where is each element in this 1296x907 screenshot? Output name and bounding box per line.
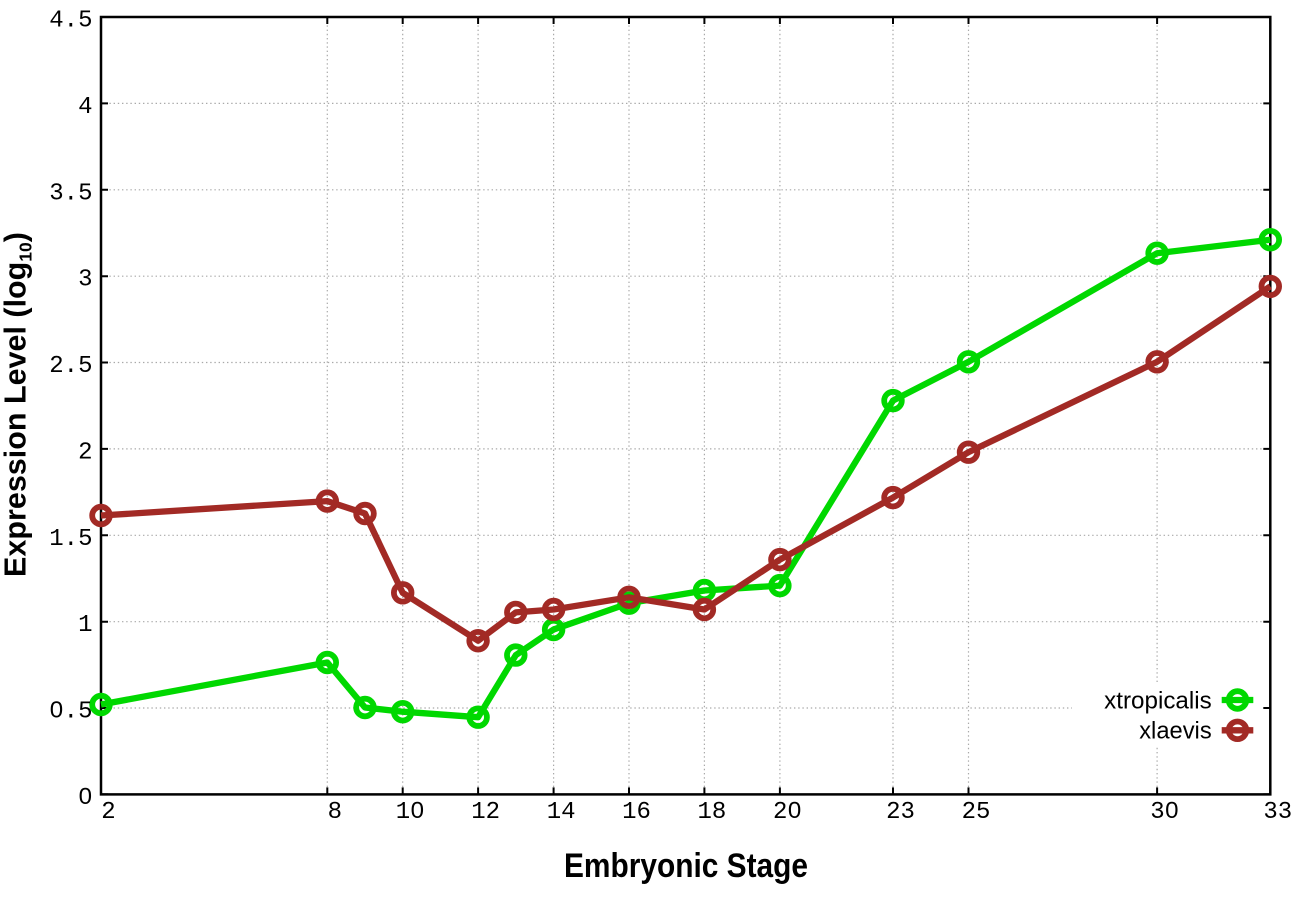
svg-text:16: 16 (622, 799, 651, 826)
svg-text:2: 2 (78, 439, 92, 466)
svg-text:33: 33 (1263, 799, 1292, 826)
svg-text:2: 2 (101, 799, 115, 826)
svg-text:10: 10 (396, 799, 425, 826)
svg-text:3.5: 3.5 (49, 180, 92, 207)
svg-text:2.5: 2.5 (49, 353, 92, 380)
svg-text:18: 18 (697, 799, 726, 826)
svg-text:8: 8 (328, 799, 342, 826)
svg-text:xlaevis: xlaevis (1139, 717, 1212, 744)
svg-text:12: 12 (471, 799, 500, 826)
svg-text:0: 0 (78, 785, 92, 812)
svg-text:Expression Level (log10): Expression Level (log10) (0, 232, 35, 577)
svg-text:20: 20 (773, 799, 802, 826)
svg-text:14: 14 (547, 799, 576, 826)
svg-text:4.5: 4.5 (49, 8, 92, 35)
svg-text:25: 25 (962, 799, 991, 826)
svg-text:4: 4 (78, 94, 92, 121)
svg-text:1.5: 1.5 (49, 526, 92, 553)
svg-text:xtropicalis: xtropicalis (1104, 687, 1212, 714)
svg-text:3: 3 (78, 267, 92, 294)
svg-text:Embryonic Stage: Embryonic Stage (564, 847, 808, 885)
svg-text:23: 23 (886, 799, 915, 826)
svg-text:1: 1 (78, 612, 92, 639)
svg-text:30: 30 (1150, 799, 1179, 826)
